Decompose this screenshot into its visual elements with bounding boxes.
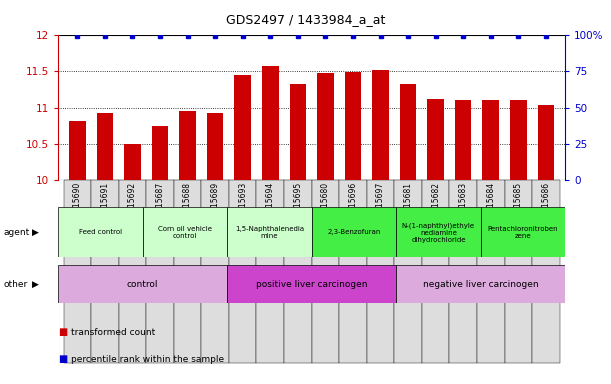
Bar xyxy=(510,100,527,180)
Bar xyxy=(257,180,284,363)
Bar xyxy=(58,265,227,303)
Bar xyxy=(284,180,312,363)
Bar xyxy=(124,144,141,180)
Bar xyxy=(455,100,472,180)
Bar xyxy=(396,265,565,303)
Bar xyxy=(97,113,113,180)
Text: ■: ■ xyxy=(58,354,67,364)
Text: Feed control: Feed control xyxy=(79,229,122,235)
Text: control: control xyxy=(127,280,158,289)
Bar xyxy=(394,180,422,363)
Bar xyxy=(367,180,394,363)
Bar xyxy=(69,121,86,180)
Bar xyxy=(290,84,306,180)
Bar xyxy=(227,207,312,257)
Text: percentile rank within the sample: percentile rank within the sample xyxy=(71,354,225,364)
Text: 2,3-Benzofuran: 2,3-Benzofuran xyxy=(327,229,381,235)
Bar xyxy=(427,99,444,180)
Bar xyxy=(400,84,416,180)
Bar xyxy=(538,105,554,180)
Bar xyxy=(91,180,119,363)
Bar xyxy=(450,180,477,363)
Bar xyxy=(146,180,174,363)
Bar xyxy=(345,73,361,180)
Bar xyxy=(312,180,339,363)
Bar xyxy=(152,126,168,180)
Bar xyxy=(142,207,227,257)
Text: Pentachloronitroben
zene: Pentachloronitroben zene xyxy=(488,226,558,239)
Text: ■: ■ xyxy=(58,327,67,337)
Text: positive liver carcinogen: positive liver carcinogen xyxy=(256,280,367,289)
Bar xyxy=(58,207,142,257)
Bar xyxy=(119,180,146,363)
Bar xyxy=(64,180,91,363)
Bar xyxy=(317,73,334,180)
Text: N-(1-naphthyl)ethyle
nediamine
dihydrochloride: N-(1-naphthyl)ethyle nediamine dihydroch… xyxy=(402,222,475,243)
Bar xyxy=(179,111,196,180)
Bar xyxy=(532,180,560,363)
Text: agent: agent xyxy=(3,228,29,237)
Bar xyxy=(227,265,396,303)
Text: Corn oil vehicle
control: Corn oil vehicle control xyxy=(158,226,212,239)
Bar xyxy=(372,70,389,180)
Text: ▶: ▶ xyxy=(32,228,38,237)
Text: transformed count: transformed count xyxy=(71,328,156,337)
Bar xyxy=(207,113,224,180)
Bar xyxy=(262,66,279,180)
Bar xyxy=(505,180,532,363)
Text: negative liver carcinogen: negative liver carcinogen xyxy=(423,280,538,289)
Text: ▶: ▶ xyxy=(32,280,38,289)
Bar xyxy=(339,180,367,363)
Bar xyxy=(202,180,229,363)
Bar xyxy=(422,180,450,363)
Bar xyxy=(174,180,202,363)
Bar xyxy=(229,180,257,363)
Bar xyxy=(312,207,396,257)
Text: GDS2497 / 1433984_a_at: GDS2497 / 1433984_a_at xyxy=(226,13,385,26)
Bar xyxy=(396,207,481,257)
Text: other: other xyxy=(3,280,27,289)
Bar xyxy=(483,100,499,180)
Bar xyxy=(477,180,505,363)
Text: 1,5-Naphthalenedia
mine: 1,5-Naphthalenedia mine xyxy=(235,226,304,239)
Bar xyxy=(235,75,251,180)
Bar xyxy=(481,207,565,257)
